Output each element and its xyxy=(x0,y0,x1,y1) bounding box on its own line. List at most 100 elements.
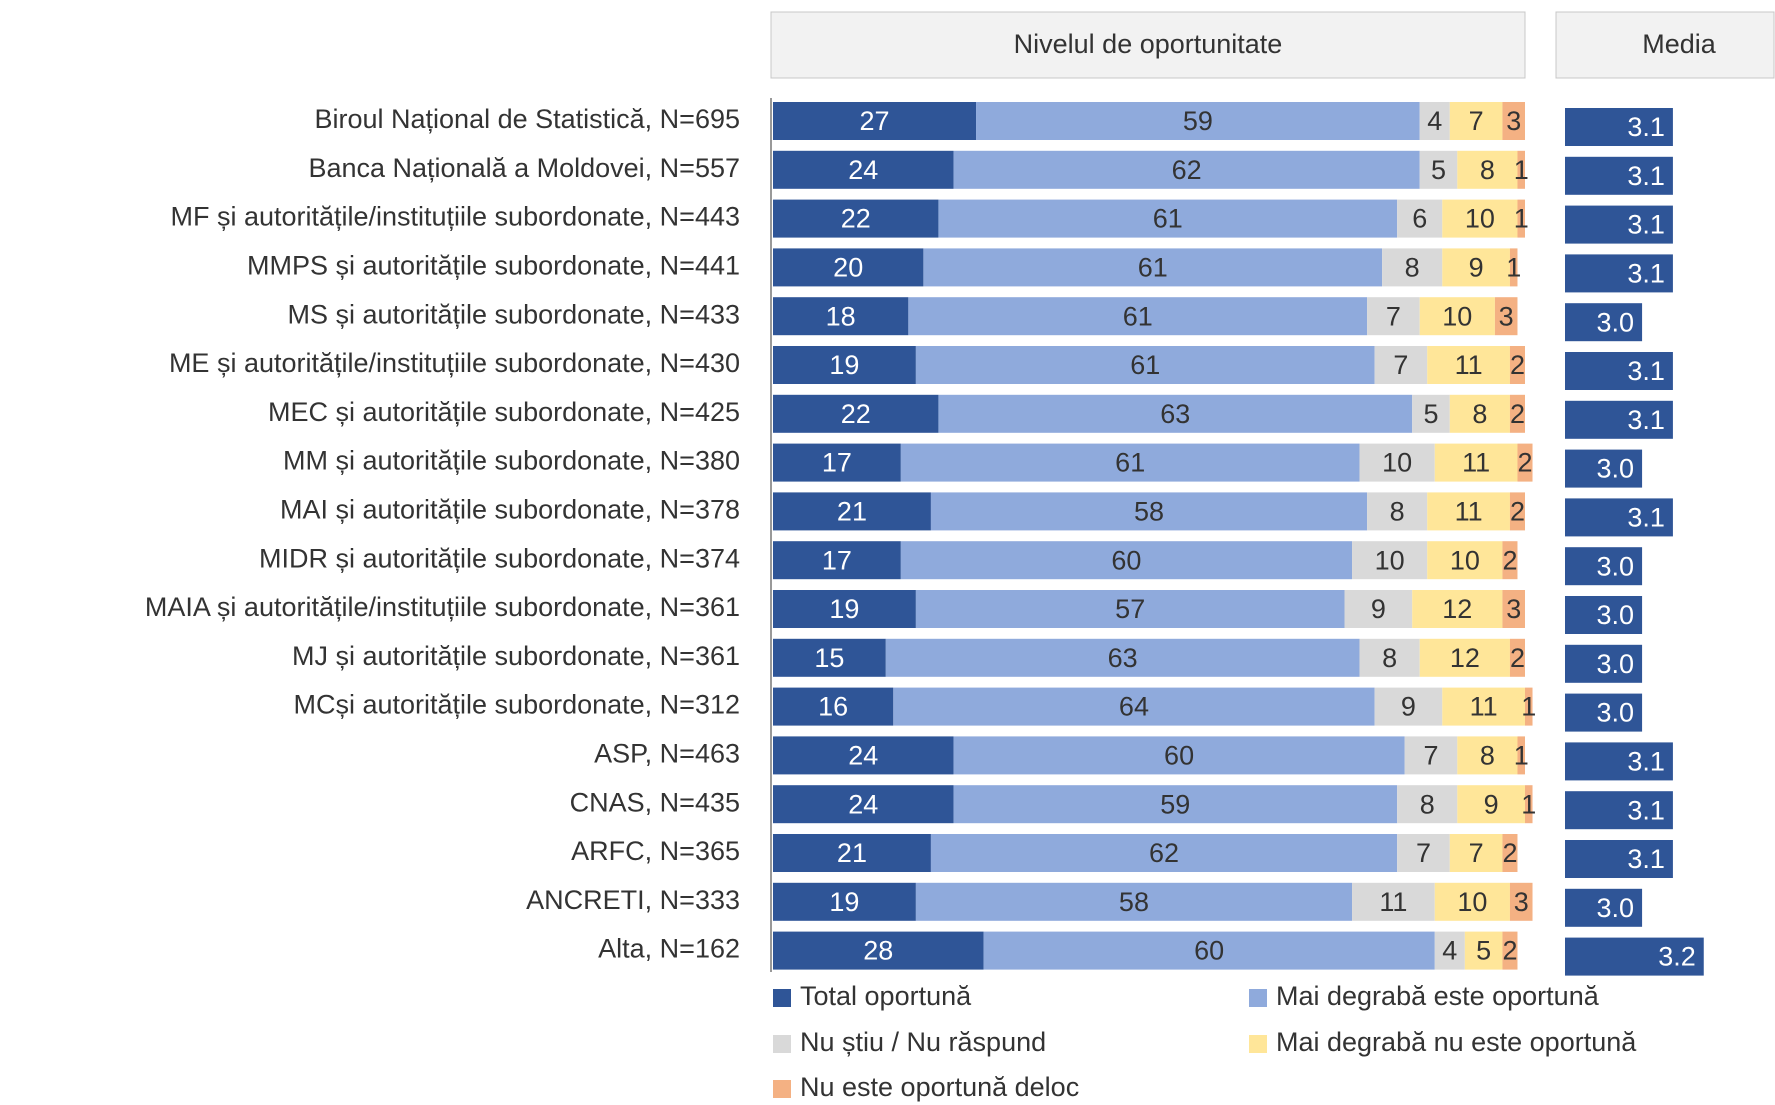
header-box xyxy=(770,11,1526,79)
data-label: 24 xyxy=(848,789,878,819)
bar-segment xyxy=(983,931,1435,970)
data-label: 24 xyxy=(848,155,878,185)
data-label: 5 xyxy=(1476,936,1491,966)
bar xyxy=(1565,888,1643,927)
bar-segment xyxy=(1359,638,1420,677)
bar-segment xyxy=(953,785,1398,824)
category-label: ME și autoritățile/instituțiile subordon… xyxy=(169,348,740,378)
data-label: 63 xyxy=(1160,399,1190,429)
bar-segment xyxy=(885,638,1360,677)
category-label: MCși autoritățile subordonate, N=312 xyxy=(293,690,740,720)
data-label: 15 xyxy=(814,643,844,673)
bar-segment xyxy=(1367,297,1420,336)
data-label: 58 xyxy=(1134,497,1164,527)
bar xyxy=(1565,644,1643,683)
data-label: 27 xyxy=(859,106,889,136)
data-label: 3.1 xyxy=(1627,844,1665,874)
bar-segment xyxy=(1509,492,1525,531)
data-label: 8 xyxy=(1382,643,1397,673)
category-label: ASP, N=463 xyxy=(594,739,740,769)
bar-segment xyxy=(1374,346,1428,384)
bar-segment xyxy=(1352,882,1435,921)
data-label: 2 xyxy=(1517,448,1532,478)
data-label: 2 xyxy=(1510,643,1525,673)
data-label: 3 xyxy=(1506,594,1521,624)
data-label: 7 xyxy=(1386,301,1401,331)
data-label: 3.0 xyxy=(1597,893,1635,923)
data-label: 60 xyxy=(1194,936,1224,966)
data-label: 9 xyxy=(1371,594,1386,624)
data-label: 11 xyxy=(1455,350,1483,380)
data-label: 3.1 xyxy=(1627,210,1665,240)
data-label: 21 xyxy=(837,497,867,527)
bar xyxy=(1565,108,1673,146)
bar-segment xyxy=(1434,882,1510,921)
data-label: 57 xyxy=(1115,594,1145,624)
data-label: 7 xyxy=(1423,741,1438,771)
data-label: 3.0 xyxy=(1597,307,1635,337)
bar-segment xyxy=(900,541,1353,580)
category-label: MM și autoritățile subordonate, N=380 xyxy=(283,446,740,476)
bar-segment xyxy=(1419,102,1450,140)
legend-label: Mai degrabă nu este oportună xyxy=(1276,1027,1637,1057)
bar xyxy=(1565,156,1673,195)
chart-title: Media xyxy=(1642,29,1717,59)
data-label: 7 xyxy=(1469,106,1484,136)
legend-swatch xyxy=(1249,989,1267,1007)
data-label: 19 xyxy=(829,887,859,917)
bar-segment xyxy=(923,248,1383,287)
data-label: 3.1 xyxy=(1627,259,1665,289)
category-label: ANCRETI, N=333 xyxy=(526,885,740,915)
data-label: 3.1 xyxy=(1627,356,1665,386)
bar-segment xyxy=(1502,931,1518,970)
data-label: 10 xyxy=(1450,545,1480,575)
data-label: 1 xyxy=(1514,155,1529,185)
data-label: 8 xyxy=(1480,741,1495,771)
bar xyxy=(1565,352,1673,390)
data-label: 3.0 xyxy=(1597,649,1635,679)
bar-segment xyxy=(938,394,1413,433)
data-label: 2 xyxy=(1502,838,1517,868)
bar-segment xyxy=(1457,785,1525,824)
data-label: 1 xyxy=(1514,741,1529,771)
data-label: 2 xyxy=(1510,497,1525,527)
bar-segment xyxy=(773,150,954,189)
legend-swatch xyxy=(773,1080,791,1098)
bar-segment xyxy=(773,736,954,775)
category-label: CNAS, N=435 xyxy=(570,787,740,817)
data-label: 1 xyxy=(1521,789,1536,819)
data-label: 61 xyxy=(1115,448,1145,478)
data-label: 2 xyxy=(1510,350,1525,380)
data-label: 62 xyxy=(1172,155,1202,185)
bar-segment xyxy=(938,199,1398,238)
data-label: 3 xyxy=(1514,887,1529,917)
data-label: 22 xyxy=(841,204,871,234)
category-label: Banca Națională a Moldovei, N=557 xyxy=(308,153,740,183)
data-label: 4 xyxy=(1442,936,1457,966)
bar-segment xyxy=(773,687,894,726)
data-label: 8 xyxy=(1472,399,1487,429)
bar-segment xyxy=(773,931,984,970)
bar-segment xyxy=(1412,590,1503,628)
data-label: 11 xyxy=(1379,887,1407,917)
data-label: 60 xyxy=(1164,741,1194,771)
bar-segment xyxy=(1449,834,1503,872)
bar-segment xyxy=(1517,199,1525,238)
bar-segment xyxy=(953,150,1420,189)
bar-segment xyxy=(1352,541,1428,580)
category-label: MEC și autoritățile subordonate, N=425 xyxy=(268,397,740,427)
bar-segment xyxy=(773,443,901,482)
data-label: 12 xyxy=(1442,594,1472,624)
bar-segment xyxy=(900,443,1360,482)
data-label: 59 xyxy=(1183,106,1213,136)
bar-segment xyxy=(1359,443,1435,482)
data-label: 21 xyxy=(837,838,867,868)
data-label: 63 xyxy=(1108,643,1138,673)
bar xyxy=(1565,693,1643,732)
bar xyxy=(1565,596,1643,634)
bar-segment xyxy=(1427,541,1503,580)
bar xyxy=(1565,547,1643,586)
data-label: 12 xyxy=(1450,643,1480,673)
data-label: 2 xyxy=(1502,936,1517,966)
bar-segment xyxy=(1434,443,1518,482)
